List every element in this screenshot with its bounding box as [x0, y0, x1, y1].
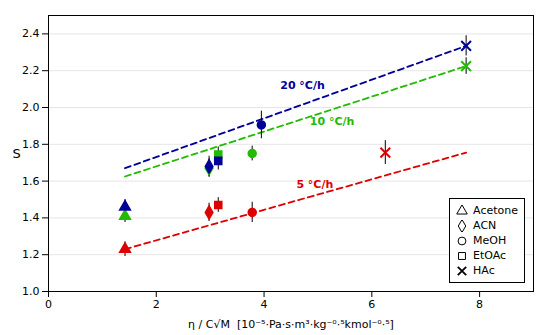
svg-text:20 °C/h: 20 °C/h: [280, 79, 325, 92]
svg-text:2: 2: [153, 298, 160, 311]
svg-text:5 °C/h: 5 °C/h: [296, 178, 333, 191]
svg-text:6: 6: [368, 298, 375, 311]
svg-text:2.4: 2.4: [22, 27, 40, 40]
html-text:Acetone: Acetone: [473, 204, 518, 217]
svg-text:1.2: 1.2: [22, 248, 40, 261]
svg-text:2.2: 2.2: [22, 64, 40, 77]
svg-text:1.6: 1.6: [22, 175, 40, 188]
svg-text:1.8: 1.8: [22, 138, 40, 151]
html-text:ACN: ACN: [473, 219, 497, 232]
svg-text:S: S: [13, 146, 21, 161]
svg-text:10 °C/h: 10 °C/h: [310, 115, 355, 128]
html-text:MeOH: MeOH: [473, 234, 507, 247]
html-text:EtOAc: EtOAc: [473, 249, 507, 262]
svg-text:1.4: 1.4: [22, 211, 40, 224]
svg-text:2.0: 2.0: [22, 101, 40, 114]
svg-text:8: 8: [476, 298, 483, 311]
svg-text:0: 0: [45, 298, 52, 311]
svg-text:4: 4: [261, 298, 268, 311]
svg-text:1.0: 1.0: [22, 285, 40, 298]
html-text:HAc: HAc: [473, 264, 495, 277]
svg-text:η / C√M [10⁻⁵·Pa·s·m³·kg⁻⁰·⁵k: η / C√M [10⁻⁵·Pa·s·m³·kg⁻⁰·⁵kmol⁻⁰·⁵]: [188, 318, 394, 331]
